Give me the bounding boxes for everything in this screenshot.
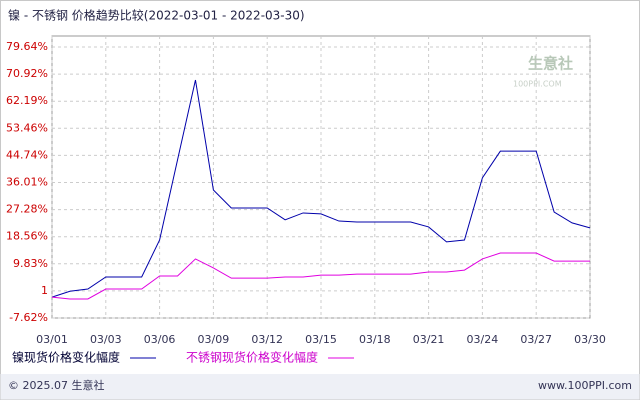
footer-left: © 2025.07 生意社	[8, 378, 104, 392]
y-tick-label: 36.01%	[6, 176, 48, 189]
y-tick-label: 79.64%	[6, 40, 48, 53]
x-tick-label: 03/21	[413, 333, 445, 346]
y-tick-label: 18.56%	[6, 230, 48, 243]
y-tick-label: 53.46%	[6, 121, 48, 134]
y-tick-label: 44.74%	[6, 148, 48, 161]
x-tick-label: 03/30	[574, 333, 606, 346]
x-tick-label: 03/27	[520, 333, 552, 346]
y-tick-label: 27.28%	[6, 203, 48, 216]
y-tick-label: 9.83%	[13, 257, 48, 270]
series-line	[51, 79, 591, 298]
watermark-site: 100PPI.COM	[513, 80, 562, 89]
y-tick-label: -7.62%	[9, 311, 48, 324]
series-line	[51, 252, 590, 300]
y-tick-label: 70.92%	[6, 67, 48, 80]
x-tick-label: 03/12	[251, 333, 283, 346]
x-tick-label: 03/09	[198, 333, 230, 346]
x-tick-label: 03/24	[467, 333, 499, 346]
y-tick-label: 62.19%	[6, 94, 48, 107]
legend-label: 不锈钢现货价格变化幅度	[186, 350, 318, 365]
watermark: 生意社	[528, 55, 573, 73]
footer-band	[0, 374, 640, 400]
x-tick-label: 03/15	[305, 333, 337, 346]
legend-label: 镍现货价格变化幅度	[12, 350, 120, 365]
x-tick-label: 03/18	[359, 333, 391, 346]
footer-right: www.100PPI.com	[538, 379, 632, 392]
x-tick-label: 03/03	[90, 333, 122, 346]
chart-title: 镍 - 不锈钢 价格趋势比较(2022-03-01 - 2022-03-30)	[8, 8, 305, 23]
y-tick-label: 1	[41, 284, 48, 297]
x-tick-label: 03/01	[36, 333, 68, 346]
x-tick-label: 03/06	[144, 333, 176, 346]
